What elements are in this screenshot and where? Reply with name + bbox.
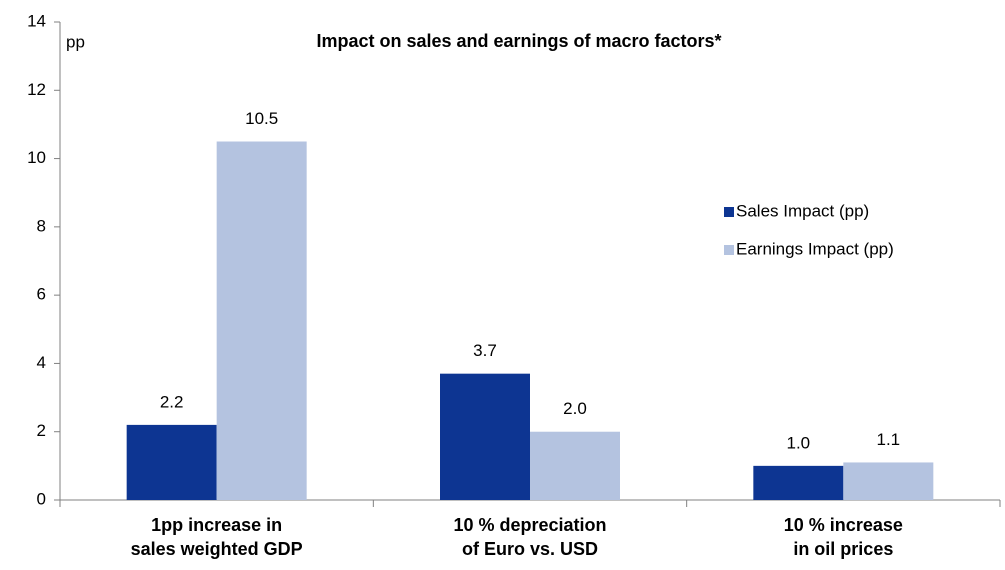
legend-label: Earnings Impact (pp) [736,239,894,258]
data-label: 1.0 [787,433,811,452]
x-tick-label-line: 1pp increase in [151,515,282,535]
y-tick-label: 4 [37,353,46,372]
legend-swatch [724,245,734,255]
x-tick-label-line: of Euro vs. USD [462,539,598,559]
y-tick-label: 8 [37,216,46,235]
bar [440,373,530,500]
data-label: 1.1 [877,430,901,449]
y-tick-label: 6 [37,285,46,304]
data-label: 10.5 [245,109,278,128]
x-tick-label-line: 10 % depreciation [453,515,606,535]
legend-swatch [724,207,734,217]
y-tick-label: 12 [27,80,46,99]
x-tick-label: 1pp increase in sales weighted GDP [131,515,303,559]
data-label: 2.0 [563,399,587,418]
bar [843,462,934,500]
data-label: 2.2 [160,392,184,411]
x-tick-label-line: sales weighted GDP [131,539,303,559]
chart-title: Impact on sales and earnings of macro fa… [316,31,721,51]
y-tick-label: 0 [37,489,46,508]
bar [753,465,844,500]
x-tick-label: 10 % depreciation of Euro vs. USD [453,515,606,559]
y-tick-label: 14 [27,11,46,30]
y-tick-label: 10 [27,148,46,167]
y-tick-label: 2 [37,421,46,440]
legend-label: Sales Impact (pp) [736,201,869,220]
data-label: 3.7 [473,341,497,360]
x-tick-label-line: in oil prices [793,539,893,559]
bar [530,431,620,500]
x-tick-label-line: 10 % increase [784,515,903,535]
y-axis-label: pp [66,32,85,51]
bar [126,424,217,500]
x-tick-label: 10 % increase in oil prices [784,515,903,559]
bar [216,141,307,500]
